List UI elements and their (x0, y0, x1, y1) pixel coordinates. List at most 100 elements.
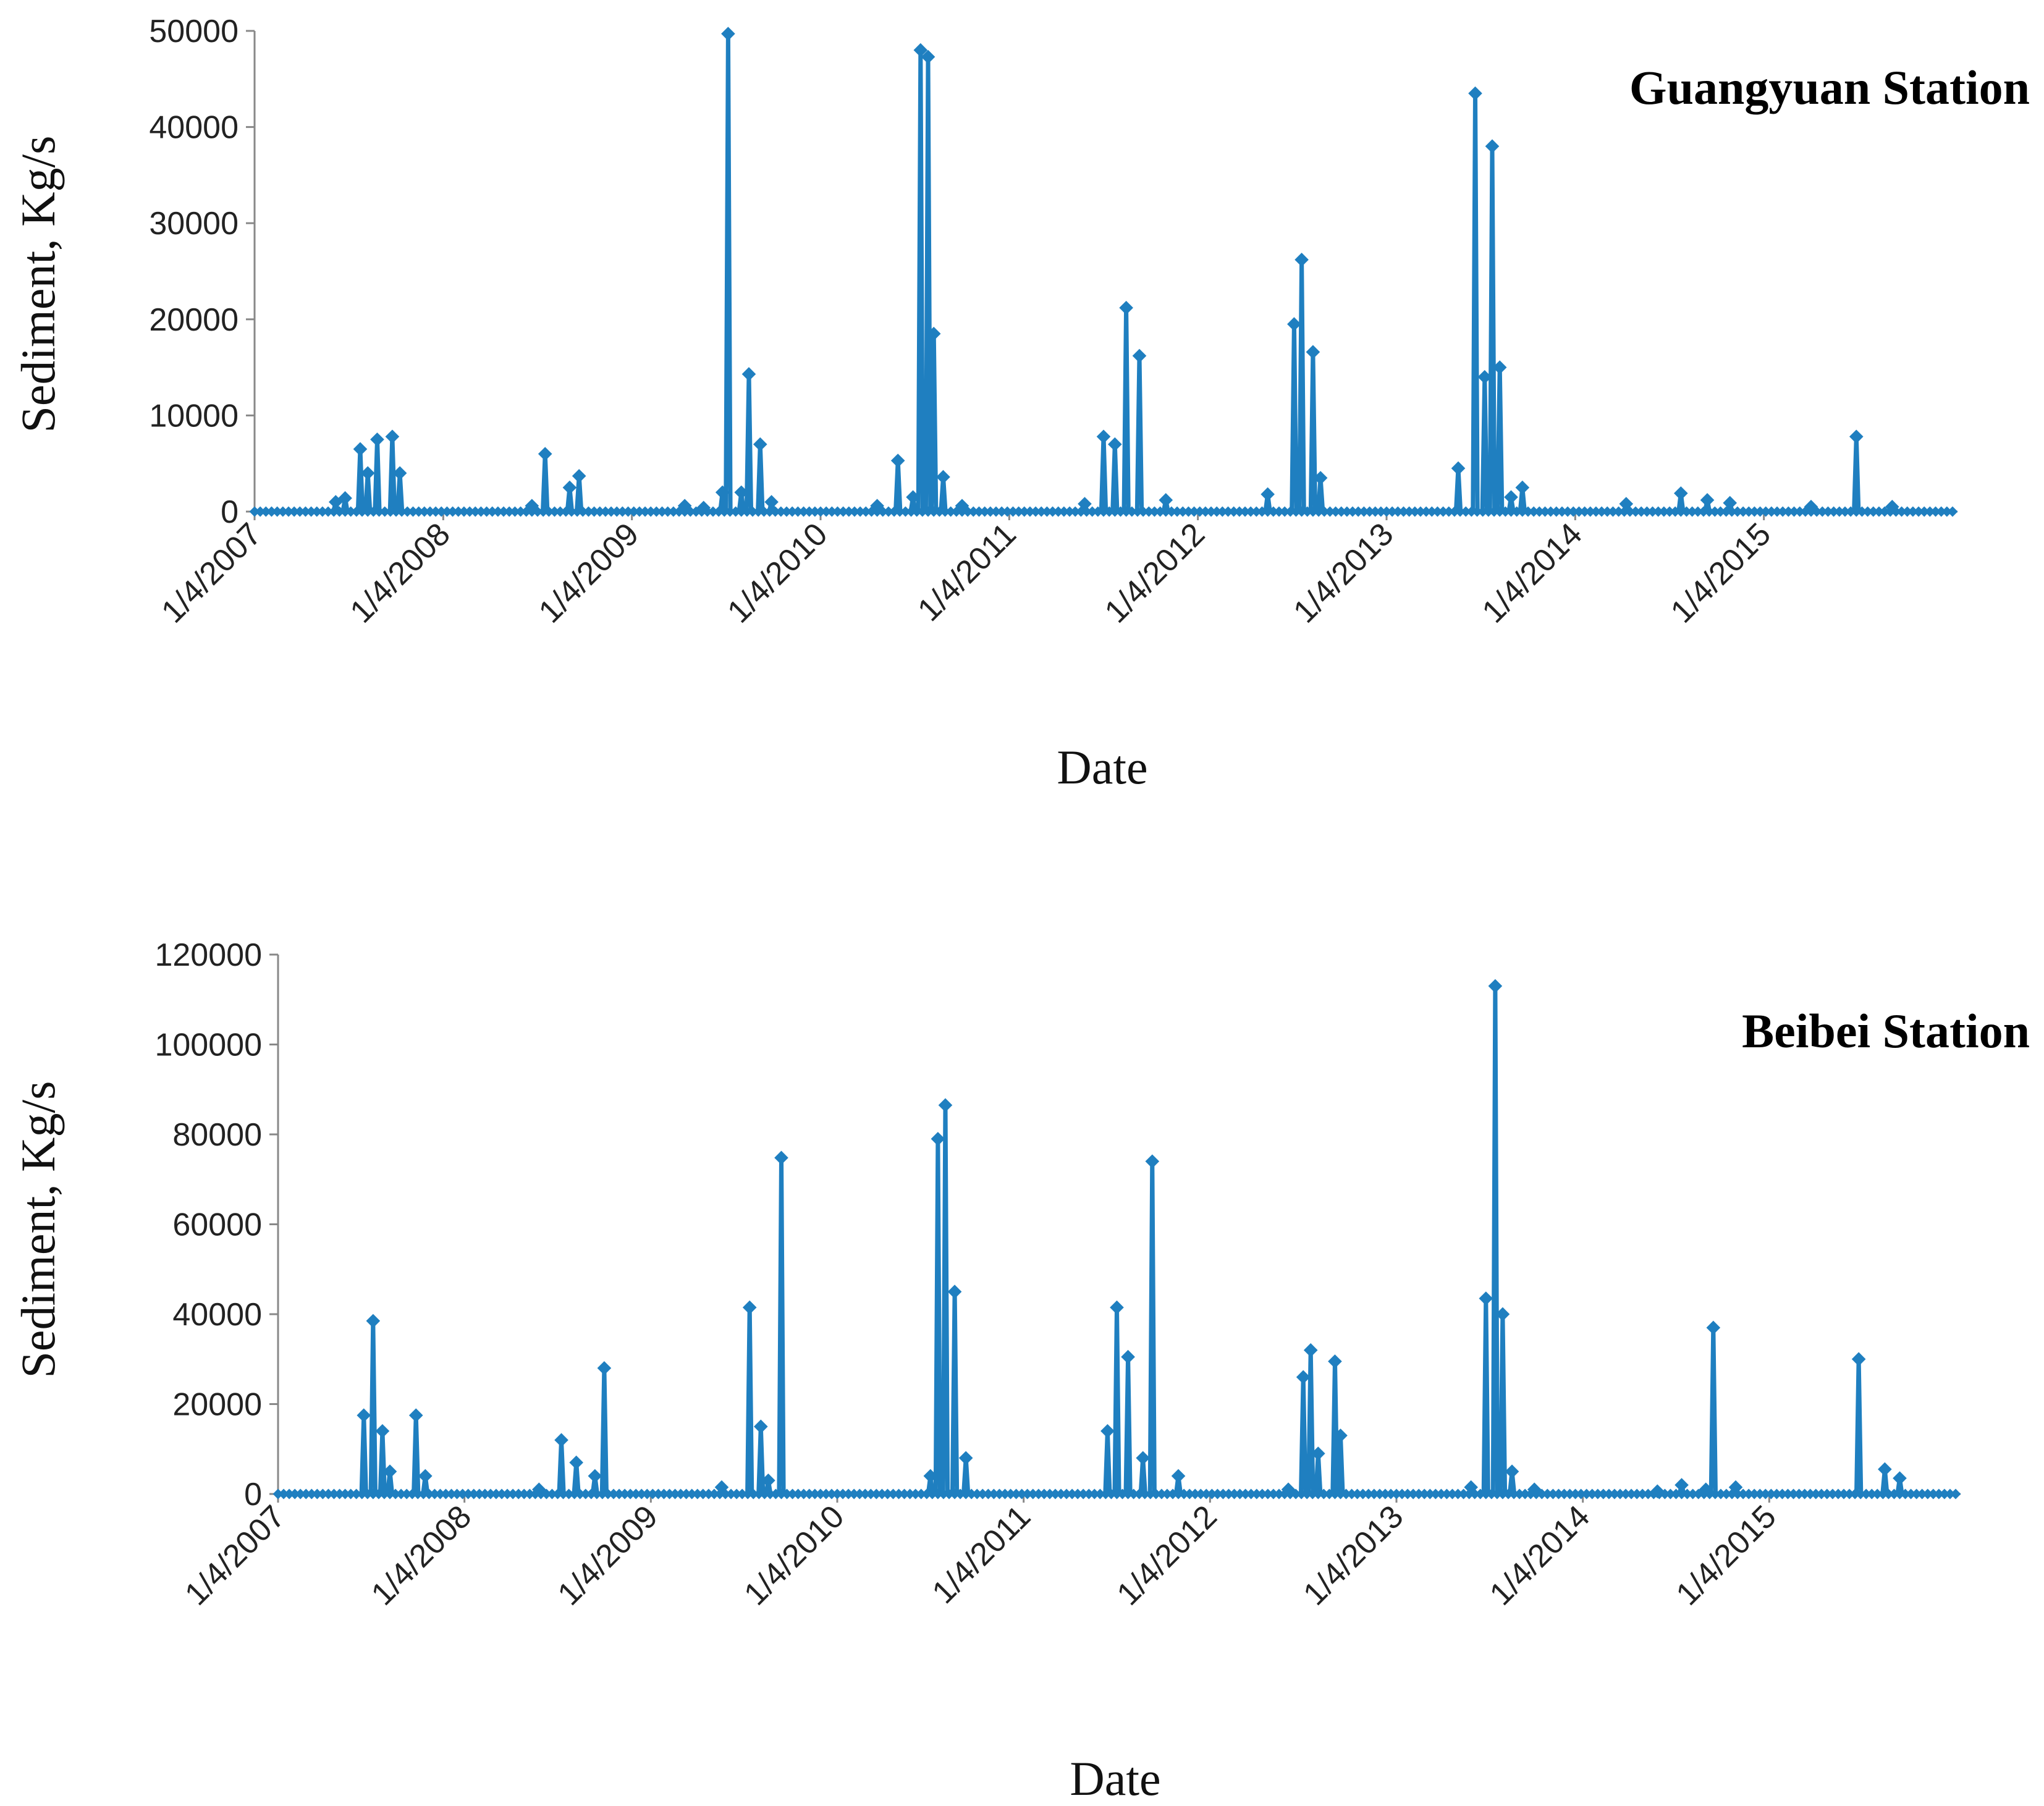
beibei-baseline-marker (597, 1488, 608, 1500)
guangyuan-baseline-marker (838, 506, 849, 517)
beibei-baseline-marker (1050, 1488, 1061, 1500)
guangyuan-baseline-marker (985, 506, 996, 517)
beibei-baseline-marker (753, 1488, 764, 1500)
beibei-baseline-marker (1201, 1488, 1212, 1500)
guangyuan-data-point (1451, 461, 1466, 476)
guangyuan-baseline-marker (1228, 506, 1239, 517)
beibei-baseline-marker (698, 1488, 709, 1500)
guangyuan-baseline-marker (1455, 506, 1466, 517)
beibei-baseline-marker (630, 1488, 641, 1500)
guangyuan-baseline-marker (430, 506, 441, 517)
guangyuan-x-tick-label: 1/4/2010 (720, 516, 834, 630)
beibei-y-axis-title: Sediment, Kg/s (11, 1081, 65, 1378)
guangyuan-baseline-marker (1143, 506, 1154, 517)
beibei-baseline-marker (664, 1488, 675, 1500)
guangyuan-baseline-marker (889, 506, 900, 517)
guangyuan-baseline-marker (634, 506, 645, 517)
guangyuan-baseline-marker (1851, 506, 1862, 517)
guangyuan-baseline-marker (1670, 506, 1681, 517)
guangyuan-baseline-marker (1466, 506, 1477, 517)
guangyuan-baseline-marker (1789, 506, 1800, 517)
guangyuan-y-tick-label: 20000 (149, 302, 239, 338)
guangyuan-baseline-marker (1104, 506, 1115, 517)
beibei-baseline-marker (329, 1488, 339, 1500)
guangyuan-baseline-marker (832, 506, 843, 517)
guangyuan-baseline-marker (1472, 506, 1483, 517)
guangyuan-baseline-marker (1092, 506, 1104, 517)
beibei-baseline-marker (452, 1488, 463, 1500)
guangyuan-baseline-marker (1375, 506, 1387, 517)
beibei-baseline-marker (1453, 1488, 1464, 1500)
guangyuan-baseline-marker (577, 506, 588, 517)
beibei-data-point (1328, 1354, 1342, 1369)
guangyuan-baseline-marker (1460, 506, 1471, 517)
guangyuan-baseline-marker (323, 506, 334, 517)
guangyuan-baseline-marker (589, 506, 600, 517)
guangyuan-baseline-marker (1556, 506, 1568, 517)
beibei-data-point (931, 1131, 945, 1146)
guangyuan-data-point (870, 499, 884, 513)
beibei-baseline-marker (1877, 1488, 1888, 1500)
beibei-data-point (1311, 1446, 1325, 1461)
guangyuan-baseline-marker (1053, 506, 1064, 517)
beibei-baseline-marker (938, 1488, 949, 1500)
guangyuan-baseline-marker (815, 506, 826, 517)
guangyuan-baseline-marker (1902, 506, 1913, 517)
beibei-baseline-marker (1296, 1488, 1307, 1500)
beibei-baseline-marker (949, 1488, 960, 1500)
guangyuan-baseline-marker (1930, 506, 1941, 517)
guangyuan-baseline-marker (1387, 506, 1398, 517)
beibei-data-point (1296, 1370, 1311, 1385)
beibei-baseline-marker (1833, 1488, 1844, 1500)
beibei-data-point (382, 1464, 397, 1479)
beibei-baseline-marker (1950, 1488, 1961, 1500)
beibei-baseline-marker (944, 1488, 955, 1500)
beibei-baseline-marker (1480, 1488, 1492, 1500)
guangyuan-data-point (936, 470, 950, 484)
beibei-baseline-marker (1576, 1488, 1587, 1500)
guangyuan-baseline-marker (1313, 506, 1324, 517)
guangyuan-baseline-marker (1223, 506, 1234, 517)
guangyuan-baseline-marker (1489, 506, 1500, 517)
beibei-data-point (714, 1480, 729, 1495)
guangyuan-baseline-marker (515, 506, 526, 517)
guangyuan-baseline-marker (1919, 506, 1930, 517)
beibei-baseline-marker (1318, 1488, 1329, 1500)
guangyuan-baseline-marker (1302, 506, 1313, 517)
beibei-data-point (1145, 1154, 1160, 1168)
beibei-baseline-marker (1671, 1488, 1681, 1500)
beibei-data-point (1488, 979, 1503, 994)
guangyuan-baseline-marker (498, 506, 509, 517)
guangyuan-baseline-marker (979, 506, 990, 517)
guangyuan-baseline-marker (973, 506, 984, 517)
guangyuan-baseline-marker (317, 506, 328, 517)
beibei-baseline-marker (468, 1488, 479, 1500)
guangyuan-baseline-marker (1392, 506, 1403, 517)
guangyuan-baseline-marker (1704, 506, 1715, 517)
guangyuan-data-point (538, 447, 552, 461)
beibei-data-point (1136, 1451, 1151, 1466)
guangyuan-baseline-marker (787, 506, 798, 517)
guangyuan-baseline-marker (272, 506, 283, 517)
guangyuan-baseline-marker (1047, 506, 1058, 517)
guangyuan-baseline-marker (328, 506, 339, 517)
beibei-data-point (1110, 1300, 1124, 1315)
beibei-baseline-marker (518, 1488, 530, 1500)
beibei-baseline-marker (1794, 1488, 1805, 1500)
beibei-baseline-marker (770, 1488, 781, 1500)
guangyuan-data-point (1885, 499, 1899, 514)
guangyuan-baseline-marker (1347, 506, 1358, 517)
beibei-baseline-marker (1000, 1488, 1010, 1500)
beibei-baseline-marker (670, 1488, 681, 1500)
beibei-data-point (597, 1361, 612, 1375)
guangyuan-baseline-marker (289, 506, 300, 517)
beibei-baseline-marker (1173, 1488, 1184, 1500)
beibei-baseline-marker (1872, 1488, 1883, 1500)
guangyuan-baseline-marker (1641, 506, 1652, 517)
beibei-x-tick-label: 1/4/2007 (178, 1498, 292, 1612)
guangyuan-baseline-marker (1839, 506, 1851, 517)
guangyuan-baseline-marker (1630, 506, 1641, 517)
guangyuan-x-tick-label: 1/4/2008 (344, 516, 457, 630)
guangyuan-baseline-marker (1132, 506, 1143, 517)
guangyuan-baseline-marker (1579, 506, 1590, 517)
